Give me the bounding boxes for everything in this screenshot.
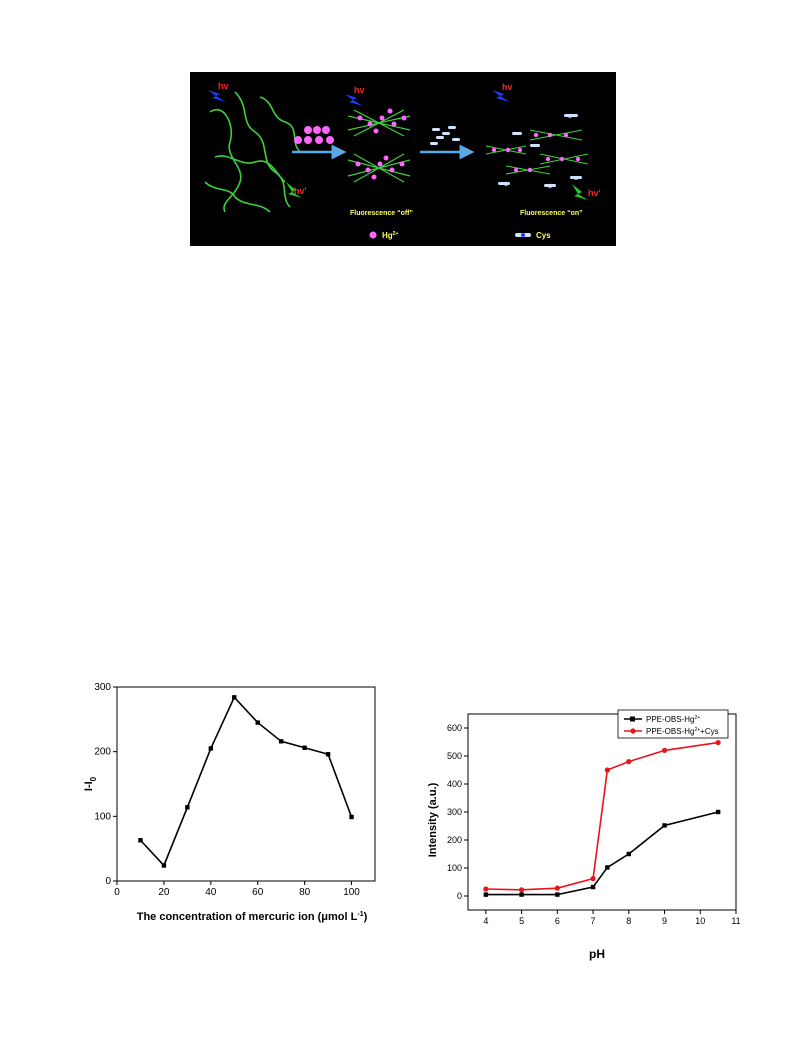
cys-molecules xyxy=(430,126,460,145)
x-tick-label: 0 xyxy=(114,887,120,898)
cys-legend-label: Cys xyxy=(536,231,551,240)
data-point xyxy=(715,809,721,815)
plot-frame xyxy=(116,686,376,882)
y-tick-label: 500 xyxy=(447,751,462,761)
hv-label: hv xyxy=(218,81,229,91)
data-point xyxy=(605,865,610,870)
scheme-figure: hv hv' hv Fluorescence “off” Hg2+ hv xyxy=(190,72,616,246)
lightning-icon xyxy=(492,90,510,102)
x-tick-label: 20 xyxy=(158,887,170,898)
y-tick-label: 0 xyxy=(105,876,111,887)
y-tick-label: 0 xyxy=(457,891,462,901)
x-tick-label: 7 xyxy=(591,916,596,926)
hv-label: hv xyxy=(354,85,365,95)
x-tick-label: 9 xyxy=(662,916,667,926)
y-tick-label: 100 xyxy=(94,811,111,822)
hv-label: hv xyxy=(502,82,513,92)
aggregate-top xyxy=(347,108,411,137)
data-point xyxy=(138,838,143,843)
x-tick-label: 80 xyxy=(299,887,311,898)
legend-entry-2: PPE-OBS-Hg2++Cys xyxy=(646,727,719,736)
data-point xyxy=(483,886,489,892)
data-point xyxy=(715,739,721,746)
lightning-icon xyxy=(572,184,588,200)
fluorescence-off-label: Fluorescence “off” xyxy=(350,210,413,217)
hg-legend-dot xyxy=(369,231,377,239)
data-point xyxy=(519,887,525,893)
data-point xyxy=(662,823,667,828)
y-tick-label: 300 xyxy=(447,807,462,817)
legend-entry-1: PPE-OBS-Hg2+ xyxy=(646,715,700,724)
hg-ions xyxy=(294,126,334,144)
x-tick-label: 8 xyxy=(626,916,631,926)
chart-intensity-vs-concentration: 0 20 40 60 80 100 0 100 200 300 The concentration… xyxy=(83,682,376,923)
x-axis-label: The concentration of mercuric ion (μmol … xyxy=(137,911,368,923)
data-point xyxy=(554,885,560,891)
y-axis-label: I-I0 xyxy=(83,776,98,791)
data-point xyxy=(302,745,307,750)
data-point xyxy=(161,863,167,868)
data-point xyxy=(232,695,237,700)
y-tick-label: 600 xyxy=(447,723,462,733)
data-point xyxy=(626,851,631,857)
data-series xyxy=(138,695,354,868)
series-line-2 xyxy=(485,741,719,891)
lightning-icon xyxy=(345,94,363,106)
data-point xyxy=(185,805,190,810)
series-line-1 xyxy=(139,695,353,867)
data-point xyxy=(349,814,354,820)
y-tick-label: 200 xyxy=(94,747,111,758)
y-tick-label: 400 xyxy=(447,779,462,789)
series-line-1 xyxy=(485,811,719,896)
hg-legend-label: Hg2+ xyxy=(382,231,398,240)
x-tick-label: 6 xyxy=(555,916,560,926)
axis-ticks: 0 20 40 60 80 100 0 100 200 300 xyxy=(94,682,360,898)
cys-legend-icon xyxy=(515,233,531,237)
y-axis-label: Intensity (a.u.) xyxy=(427,782,439,857)
data-point xyxy=(208,746,214,751)
y-tick-label: 300 xyxy=(94,682,111,693)
data-point xyxy=(590,876,596,882)
x-axis-label: pH xyxy=(589,947,605,961)
chart-intensity-vs-ph: 4 5 6 7 8 9 10 11 0 100 200 300 400 500 600 PPE-OBS-Hg… xyxy=(427,709,740,961)
data-series xyxy=(483,739,721,897)
cys-molecules xyxy=(498,114,582,187)
x-tick-label: 40 xyxy=(205,887,217,898)
data-point xyxy=(278,739,284,744)
y-tick-label: 100 xyxy=(447,863,462,873)
data-point xyxy=(483,892,489,897)
plot-border xyxy=(116,686,376,882)
data-point xyxy=(555,892,560,897)
fluorescence-on-label: Fluorescence “on” xyxy=(520,210,583,217)
lightning-icon xyxy=(208,90,226,102)
y-tick-label: 200 xyxy=(447,835,462,845)
x-tick-label: 5 xyxy=(519,916,524,926)
data-point xyxy=(325,752,331,757)
x-tick-label: 100 xyxy=(343,887,360,898)
x-tick-label: 4 xyxy=(483,916,488,926)
x-tick-label: 60 xyxy=(252,887,264,898)
polymer-chains xyxy=(204,91,301,213)
aggregate-bottom xyxy=(347,153,411,183)
data-point xyxy=(604,767,610,773)
hv-emission-label: hv' xyxy=(588,188,601,198)
data-point xyxy=(255,720,260,725)
x-tick-label: 11 xyxy=(731,916,740,926)
x-tick-label: 10 xyxy=(695,916,705,926)
axis-ticks: 4 5 6 7 8 9 10 11 0 100 200 300 400 500 600 xyxy=(447,723,740,926)
data-point xyxy=(519,892,524,897)
hg-cys-complexes xyxy=(491,113,581,189)
data-point xyxy=(626,759,632,765)
legend: PPE-OBS-Hg2+ PPE-OBS-Hg2++Cys xyxy=(617,709,729,739)
lightning-icon xyxy=(286,182,302,198)
data-point xyxy=(661,747,668,753)
data-point xyxy=(590,884,596,890)
hv-emission-label: hv' xyxy=(294,186,307,196)
